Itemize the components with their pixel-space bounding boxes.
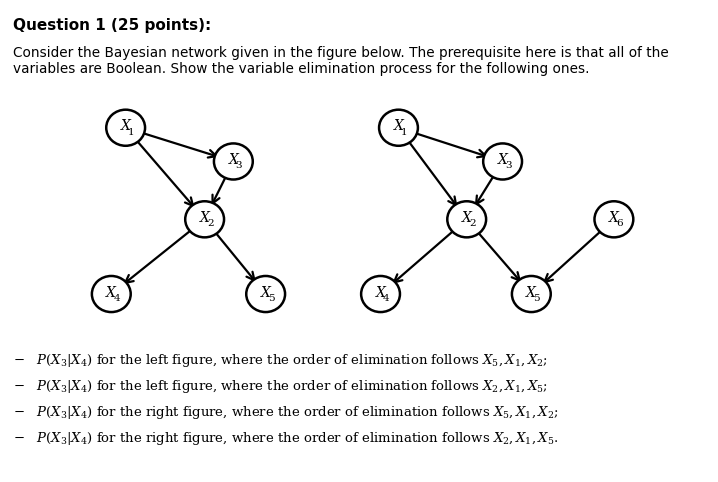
Text: 4: 4 <box>383 294 389 303</box>
Text: X: X <box>462 211 472 225</box>
Ellipse shape <box>246 276 285 312</box>
Text: 5: 5 <box>268 294 274 303</box>
Ellipse shape <box>214 144 253 179</box>
Text: X: X <box>526 285 536 299</box>
Ellipse shape <box>595 201 633 237</box>
Text: 1: 1 <box>128 128 134 137</box>
Text: 2: 2 <box>207 219 213 228</box>
Text: $-$   $P(X_3|X_4)$ for the right figure, where the order of elimination follows : $-$ $P(X_3|X_4)$ for the right figure, w… <box>13 404 559 421</box>
Text: X: X <box>376 285 386 299</box>
Text: $-$   $P(X_3|X_4)$ for the left figure, where the order of elimination follows $: $-$ $P(X_3|X_4)$ for the left figure, wh… <box>13 378 548 395</box>
Ellipse shape <box>483 144 522 179</box>
Text: 4: 4 <box>113 294 120 303</box>
Text: X: X <box>200 211 210 225</box>
Ellipse shape <box>379 110 418 146</box>
Text: 1: 1 <box>401 128 407 137</box>
Text: $-$   $P(X_3|X_4)$ for the right figure, where the order of elimination follows : $-$ $P(X_3|X_4)$ for the right figure, w… <box>13 430 559 447</box>
Text: X: X <box>261 285 271 299</box>
Ellipse shape <box>92 276 131 312</box>
Text: 5: 5 <box>533 294 540 303</box>
Text: 2: 2 <box>469 219 475 228</box>
Text: variables are Boolean. Show the variable elimination process for the following o: variables are Boolean. Show the variable… <box>13 62 589 76</box>
Text: X: X <box>393 119 404 133</box>
Ellipse shape <box>361 276 400 312</box>
Text: 6: 6 <box>616 219 623 228</box>
Ellipse shape <box>512 276 551 312</box>
Text: 3: 3 <box>505 161 511 171</box>
Ellipse shape <box>185 201 224 237</box>
Ellipse shape <box>447 201 486 237</box>
Text: X: X <box>228 153 238 167</box>
Ellipse shape <box>106 110 145 146</box>
Text: X: X <box>609 211 619 225</box>
Text: X: X <box>121 119 131 133</box>
Text: X: X <box>498 153 508 167</box>
Text: Consider the Bayesian network given in the figure below. The prerequisite here i: Consider the Bayesian network given in t… <box>13 46 668 60</box>
Text: $-$   $P(X_3|X_4)$ for the left figure, where the order of elimination follows $: $-$ $P(X_3|X_4)$ for the left figure, wh… <box>13 352 548 369</box>
Text: 3: 3 <box>236 161 242 171</box>
Text: X: X <box>106 285 116 299</box>
Text: Question 1 (25 points):: Question 1 (25 points): <box>13 18 211 33</box>
